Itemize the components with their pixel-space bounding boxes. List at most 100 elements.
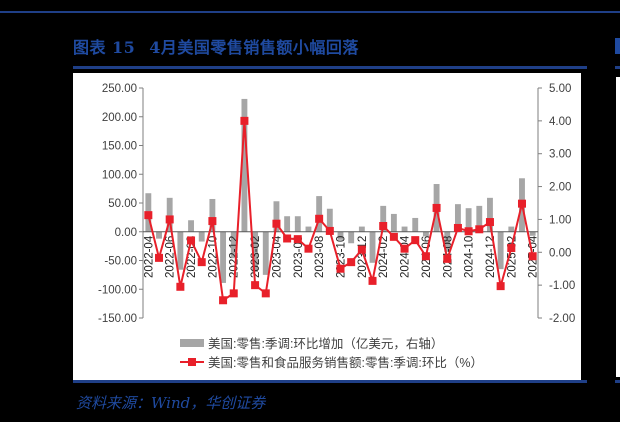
line-marker-icon <box>315 214 324 223</box>
line-marker-icon <box>144 211 153 220</box>
bar <box>422 231 429 237</box>
bar <box>337 231 344 240</box>
line-marker-icon <box>304 244 313 253</box>
bar <box>390 213 397 232</box>
bar <box>209 198 216 232</box>
legend-bar-label: 美国:零售:季调:环比增加（亿美元，右轴） <box>208 337 444 351</box>
line-marker-icon <box>219 296 228 305</box>
right-tick-label: -2.00 <box>549 313 575 325</box>
bar <box>188 220 194 232</box>
line-marker-icon <box>389 232 398 241</box>
adjacent-title-underline <box>615 66 620 69</box>
title-underline <box>73 66 587 69</box>
bar <box>401 226 408 232</box>
bar <box>465 208 472 232</box>
top-rule <box>0 11 620 13</box>
line-marker-swatch-icon <box>180 357 204 366</box>
right-tick-label: 5.00 <box>549 83 571 95</box>
bar-swatch-icon <box>180 338 204 347</box>
line-marker-icon <box>283 234 292 243</box>
line-marker-icon <box>496 282 505 291</box>
left-tick-label: 0.00 <box>115 227 137 239</box>
bar <box>220 231 227 283</box>
bar <box>454 204 461 232</box>
right-y-axis: 5.00 4.00 3.00 2.00 1.00 0.00 -1.00 -2.00 <box>537 83 575 325</box>
line-marker-icon <box>208 217 217 226</box>
bar <box>497 231 504 270</box>
bar <box>348 231 355 244</box>
line-marker-icon <box>528 252 537 261</box>
chart-legend: 美国:零售:季调:环比增加（亿美元，右轴） 美国:零售和食品服务销售额:零售:季… <box>180 333 483 371</box>
line-marker-icon <box>400 244 409 253</box>
adjacent-chart-panel <box>616 77 620 377</box>
figure-label: 图表 <box>73 38 107 57</box>
bar <box>508 226 515 232</box>
line-marker-icon <box>155 253 164 262</box>
figure-number: 15 <box>112 38 136 57</box>
line-marker-icon <box>357 245 366 254</box>
line-marker-icon <box>325 226 334 235</box>
bar <box>369 231 376 263</box>
x-tick-label: 2023-04 <box>271 235 283 278</box>
line-marker-icon <box>368 276 377 285</box>
left-tick-label: 250.00 <box>102 83 137 95</box>
x-tick-label: 2023-12 <box>357 236 369 278</box>
x-tick-label: 2022-04 <box>143 235 155 278</box>
left-tick-label: 150.00 <box>102 141 137 153</box>
figure-title: 图表 15 4月美国零售销售额小幅回落 <box>73 34 359 58</box>
bar <box>444 231 451 252</box>
line-marker-icon <box>411 236 420 245</box>
bar <box>166 197 173 232</box>
line-marker-icon <box>485 218 494 227</box>
legend-item-line: 美国:零售和食品服务销售额:零售:季调:环比（%） <box>180 352 483 371</box>
left-tick-label: 50.00 <box>108 198 137 210</box>
right-tick-label: 1.00 <box>549 214 571 226</box>
figure-title-text: 4月美国零售销售额小幅回落 <box>149 38 359 57</box>
line-marker-icon <box>251 281 260 290</box>
bar <box>358 226 365 232</box>
bar <box>305 226 312 232</box>
x-tick-label: 2022-12 <box>229 236 241 278</box>
line-marker-icon <box>443 254 452 263</box>
bar <box>241 98 248 232</box>
line-marker-icon <box>197 258 206 267</box>
line-marker-icon <box>453 223 462 232</box>
line-marker-icon <box>176 282 185 291</box>
adjacent-bottom-rule <box>615 380 620 383</box>
line-marker-icon <box>464 227 473 236</box>
line-marker-icon <box>293 235 302 244</box>
right-tick-label: 2.00 <box>549 182 571 194</box>
bar <box>284 216 291 232</box>
line-marker-icon <box>379 222 388 230</box>
line-marker-icon <box>432 203 441 212</box>
line-marker-icon <box>261 289 270 298</box>
source-note: 资料来源：Wind，华创证券 <box>76 394 266 412</box>
left-tick-label: -50.00 <box>104 256 137 268</box>
left-tick-label: -100.00 <box>98 284 137 296</box>
bar <box>198 231 205 242</box>
bar <box>412 217 419 232</box>
x-tick-label: 2023-08 <box>314 236 326 278</box>
bar <box>273 201 280 232</box>
line-marker-icon <box>229 289 238 298</box>
x-tick-label: 2024-10 <box>464 236 476 278</box>
adjacent-panel-title-fragment <box>615 38 620 54</box>
line-marker-icon <box>165 215 174 224</box>
line-marker-icon <box>421 252 430 261</box>
line-marker-icon <box>240 116 249 125</box>
x-tick-label: 2024-04 <box>400 235 412 278</box>
left-tick-label: -150.00 <box>98 313 137 325</box>
bar <box>230 231 237 259</box>
line-marker-icon <box>507 244 516 253</box>
line-marker-icon <box>272 219 281 228</box>
line-marker-icon <box>475 225 484 234</box>
right-tick-label: 4.00 <box>549 116 571 128</box>
line-marker-icon <box>187 236 196 245</box>
right-tick-label: 0.00 <box>549 247 571 259</box>
bar <box>156 231 162 239</box>
line-series <box>144 116 537 305</box>
line-marker-icon <box>347 258 356 267</box>
bar <box>476 205 483 232</box>
left-tick-label: 100.00 <box>102 169 137 181</box>
